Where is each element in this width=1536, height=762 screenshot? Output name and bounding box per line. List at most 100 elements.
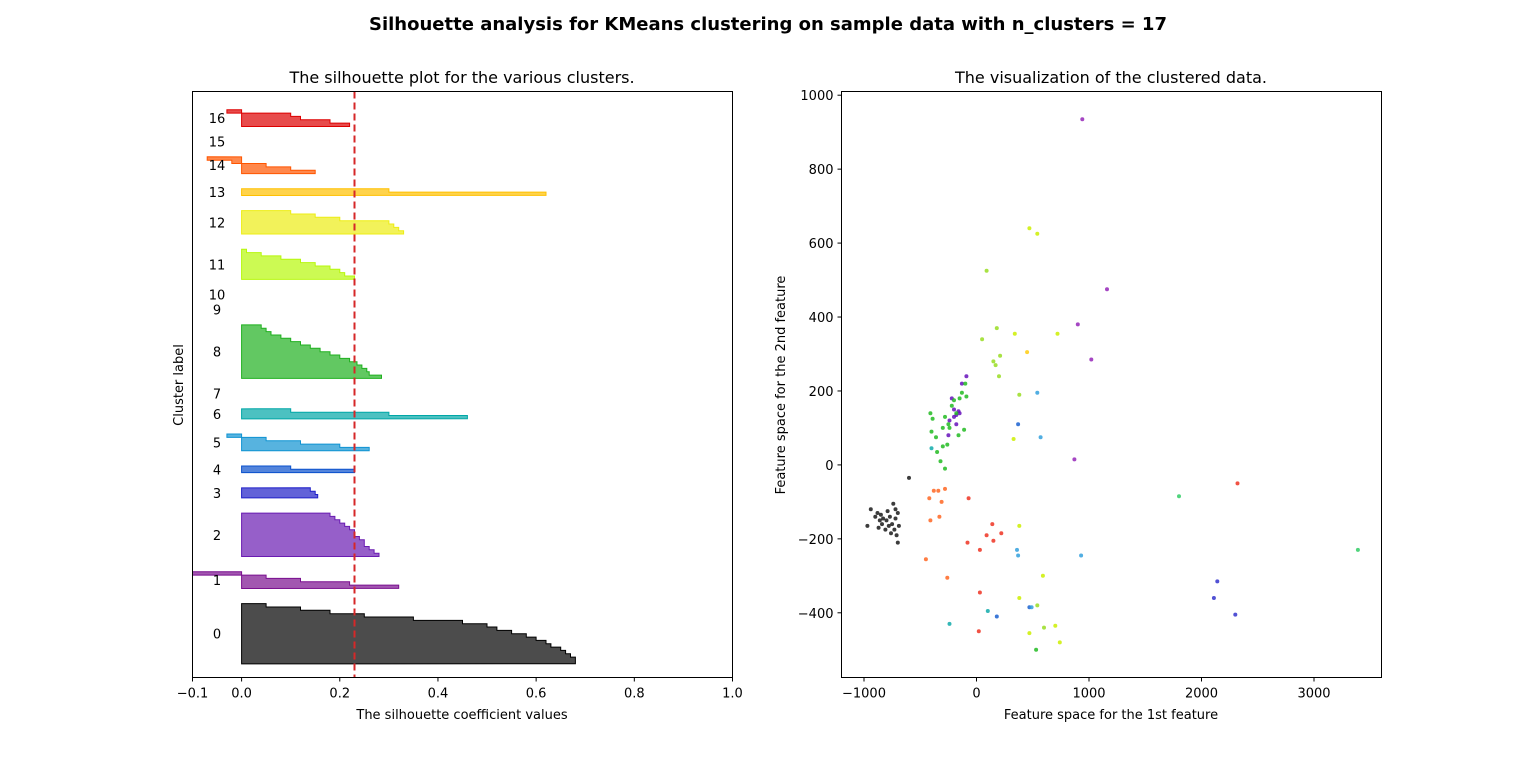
scatter-frame <box>841 91 1382 678</box>
scatter-point <box>884 518 889 523</box>
scatter-point <box>938 459 943 464</box>
cluster-label-7: 7 <box>213 388 221 403</box>
cluster-label-11: 11 <box>209 258 226 273</box>
scatter-x-tick-label: 2000 <box>1185 687 1218 702</box>
silhouette-cluster-2 <box>241 512 380 558</box>
scatter-point <box>886 523 891 528</box>
scatter-point <box>966 496 971 501</box>
scatter-point <box>959 381 964 386</box>
scatter-point <box>1017 392 1022 397</box>
cluster-label-12: 12 <box>209 216 226 231</box>
scatter-point <box>878 512 883 517</box>
silhouette-cluster-16 <box>226 109 351 128</box>
cluster-label-15: 15 <box>209 136 226 151</box>
silhouette-x-ticks: −0.1 0.0 0.2 0.4 0.6 0.8 1.0 <box>177 677 743 702</box>
scatter-point <box>883 527 888 532</box>
scatter-point <box>896 523 901 528</box>
scatter-point <box>943 414 947 419</box>
scatter-point <box>977 547 982 552</box>
scatter-point <box>929 429 934 434</box>
cluster-label-3: 3 <box>213 487 221 502</box>
figure-suptitle: Silhouette analysis for KMeans clusterin… <box>369 14 1167 35</box>
scatter-point <box>1215 579 1220 584</box>
cluster-label-6: 6 <box>213 408 221 423</box>
scatter-point <box>963 381 968 386</box>
scatter-point <box>1040 573 1045 578</box>
scatter-point <box>949 403 954 408</box>
scatter-point <box>940 444 945 449</box>
scatter-point <box>957 411 962 416</box>
silhouette-cluster-13 <box>241 188 547 196</box>
scatter-point <box>999 531 1004 536</box>
scatter-x-tick-label: −1000 <box>842 687 886 702</box>
scatter-axes: The visualization of the clustered data.… <box>774 68 1382 723</box>
scatter-point <box>937 514 942 519</box>
silhouette-x-tick-label: 0.0 <box>231 687 252 702</box>
silhouette-cluster-14 <box>206 156 316 175</box>
silhouette-cluster-11 <box>241 248 355 280</box>
scatter-point <box>929 446 934 451</box>
cluster-label-14: 14 <box>209 159 226 174</box>
scatter-point <box>1011 437 1016 441</box>
scatter-point <box>934 435 938 440</box>
silhouette-title: The silhouette plot for the various clus… <box>288 68 634 87</box>
scatter-point <box>1235 481 1240 486</box>
scatter-point <box>1016 422 1021 427</box>
cluster-label-1: 1 <box>213 574 221 589</box>
silhouette-x-tick-label: 0.6 <box>526 687 547 702</box>
scatter-point <box>991 538 996 543</box>
cluster-label-8: 8 <box>213 346 221 361</box>
scatter-point <box>956 433 961 438</box>
scatter-y-tick-label: −200 <box>798 533 834 548</box>
scatter-point <box>993 363 998 368</box>
cluster-label-5: 5 <box>213 436 221 451</box>
scatter-point <box>946 422 951 427</box>
scatter-point <box>945 442 950 447</box>
scatter-point <box>1055 331 1060 336</box>
scatter-point <box>994 614 999 619</box>
scatter-point <box>1035 231 1040 236</box>
scatter-x-tick-label: 3000 <box>1297 687 1330 702</box>
scatter-point <box>1042 625 1046 630</box>
scatter-point <box>1355 547 1360 552</box>
scatter-xlabel: Feature space for the 1st feature <box>1004 708 1218 723</box>
scatter-point <box>1057 640 1062 645</box>
scatter-point <box>952 414 956 419</box>
cluster-label-4: 4 <box>213 463 221 478</box>
scatter-point <box>945 575 950 580</box>
scatter-y-tick-label: 800 <box>809 163 834 178</box>
silhouette-frame <box>192 91 733 678</box>
scatter-y-ticks: −400 −200 0 200 400 600 800 1000 <box>798 89 842 622</box>
scatter-point <box>1027 631 1032 636</box>
scatter-point <box>1016 553 1021 558</box>
scatter-point <box>952 407 956 412</box>
silhouette-x-tick-label: 1.0 <box>722 687 743 702</box>
scatter-point <box>1089 357 1094 362</box>
scatter-point <box>940 425 945 430</box>
silhouette-cluster-1 <box>192 571 400 589</box>
scatter-point <box>865 523 870 528</box>
silhouette-cluster-4 <box>241 465 355 474</box>
scatter-point <box>965 540 970 545</box>
scatter-point <box>1027 226 1032 231</box>
silhouette-xlabel: The silhouette coefficient values <box>355 708 567 723</box>
scatter-point <box>976 629 981 634</box>
scatter-point <box>927 496 932 501</box>
scatter-y-tick-label: 1000 <box>800 89 833 104</box>
scatter-y-tick-label: 600 <box>809 237 834 252</box>
scatter-point <box>947 621 952 626</box>
scatter-point <box>980 337 985 342</box>
scatter-point <box>957 396 962 401</box>
scatter-point <box>1177 494 1181 499</box>
scatter-point <box>887 514 892 519</box>
scatter-point <box>890 522 895 527</box>
scatter-y-tick-label: 0 <box>825 459 833 474</box>
silhouette-cluster-8 <box>241 324 382 379</box>
scatter-point <box>1025 350 1030 355</box>
scatter-ylabel: Feature space for the 2nd feature <box>774 276 789 495</box>
scatter-point <box>943 486 947 491</box>
scatter-point <box>877 518 882 523</box>
scatter-point <box>889 531 893 536</box>
scatter-point <box>998 353 1003 358</box>
